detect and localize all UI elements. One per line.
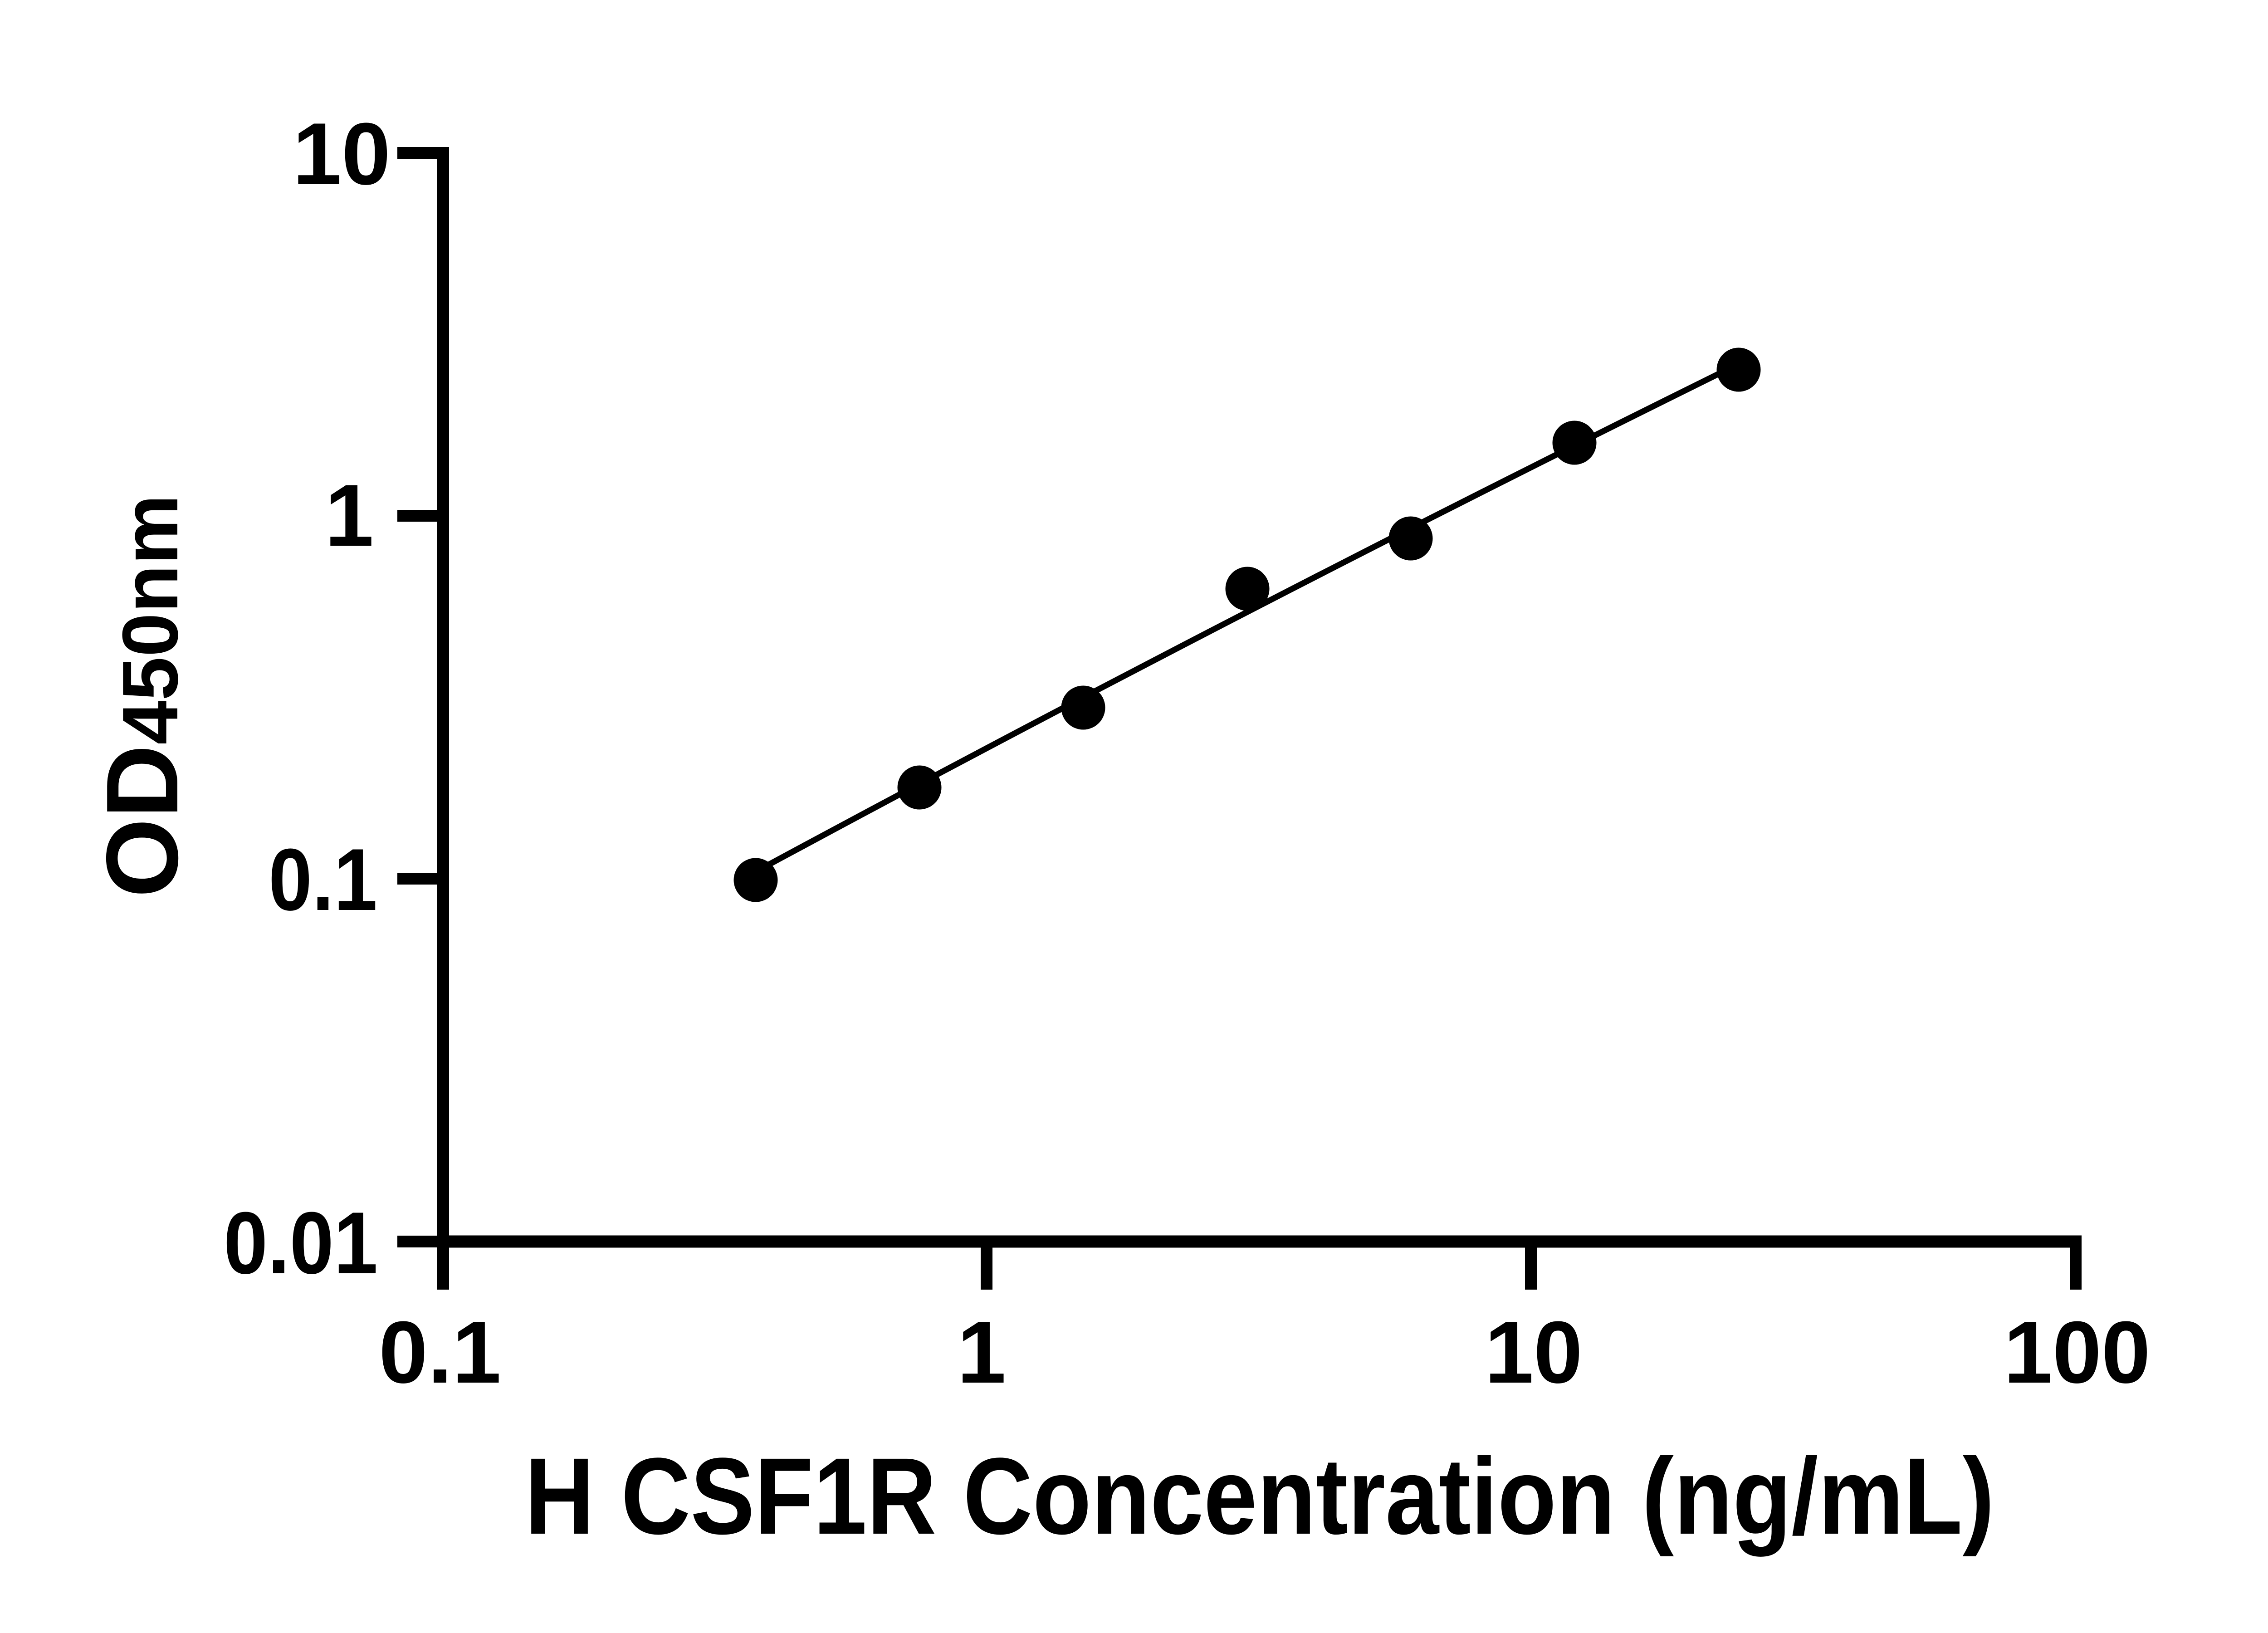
svg-text:H CSF1R Concentration (ng/mL): H CSF1R Concentration (ng/mL): [525, 1435, 1994, 1557]
svg-text:0.1: 0.1: [379, 1303, 501, 1402]
svg-text:0.01: 0.01: [224, 1194, 378, 1292]
svg-text:0.1: 0.1: [269, 831, 377, 929]
svg-text:10: 10: [293, 105, 391, 203]
svg-text:100: 100: [2004, 1303, 2151, 1402]
svg-text:1: 1: [325, 466, 374, 565]
svg-text:10: 10: [1485, 1303, 1583, 1402]
svg-text:1: 1: [957, 1303, 1006, 1402]
svg-text:OD450nm: OD450nm: [85, 494, 199, 898]
